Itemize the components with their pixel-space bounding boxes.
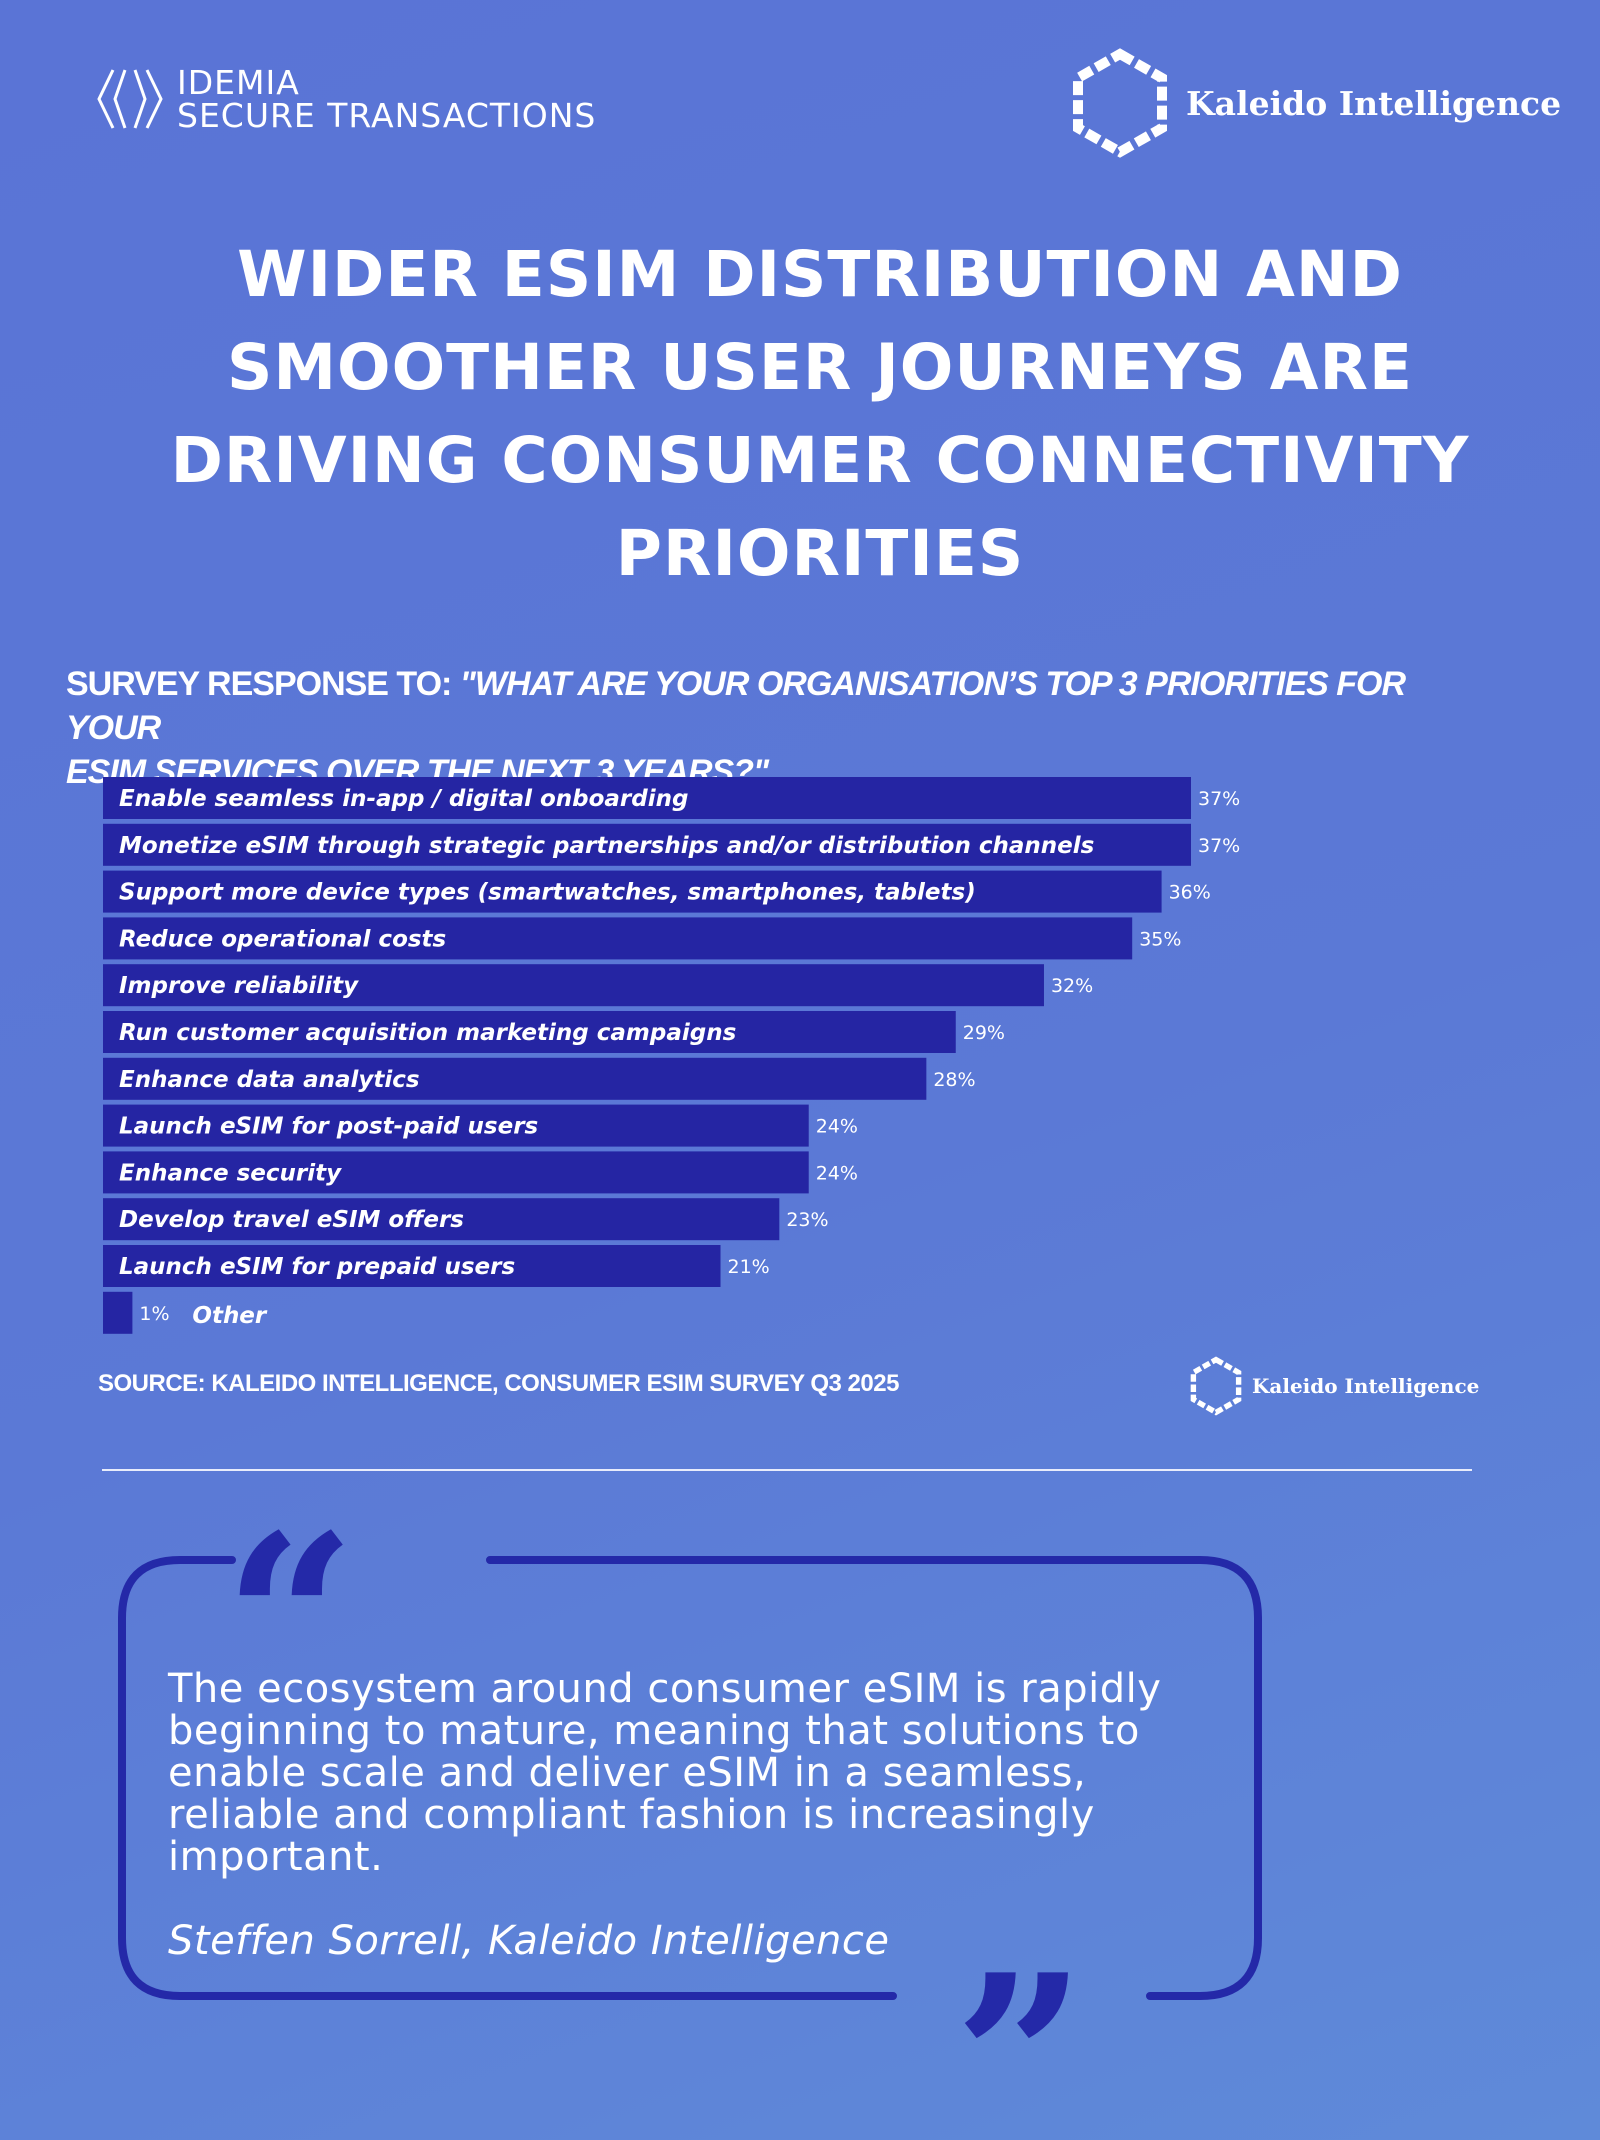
idemia-logo: IDEMIA SECURE TRANSACTIONS [95,66,596,132]
category-label-11: Other [192,1303,268,1329]
category-label-7: Launch eSIM for post-paid users [119,1114,538,1140]
bar-10 [103,1245,721,1287]
bar-11 [103,1291,133,1334]
bar-2 [103,870,1162,913]
section-divider [102,1469,1472,1471]
value-label-3: 35% [1139,928,1181,950]
bar-6 [103,1057,927,1100]
title-line: WIDER ESIM DISTRIBUTION AND [237,238,1403,311]
question-text-line1: "WHAT ARE YOUR ORGANISATION’S TOP 3 PRIO… [66,665,1406,747]
value-label-11: 1% [139,1303,169,1325]
category-label-6: Enhance data analytics [119,1067,420,1093]
quote-frame-left-edge [118,1556,897,2000]
value-label-2: 36% [1169,882,1211,904]
bar-3 [103,917,1133,960]
kaleido-hexagon-icon [1190,1356,1242,1416]
quote-line: reliable and compliant fashion is increa… [168,1792,1095,1838]
quote-line: The ecosystem around consumer eSIM is ra… [168,1666,1162,1712]
bar-1 [103,823,1191,866]
quote-line: beginning to mature, meaning that soluti… [168,1708,1140,1754]
idemia-bracket-icon [97,69,163,129]
bar-5 [103,1011,956,1053]
quote-text: The ecosystem around consumer eSIM is ra… [168,1668,1268,1878]
bar-8 [103,1151,809,1194]
open-quote-icon: “ [224,1485,356,1755]
value-label-0: 37% [1198,788,1240,810]
category-label-3: Reduce operational costs [119,926,446,952]
title-line: SMOOTHER USER JOURNEYS ARE [226,331,1414,404]
quote-line: important. [168,1834,384,1880]
title-line: DRIVING CONSUMER CONNECTIVITY [170,424,1470,497]
category-label-10: Launch eSIM for prepaid users [119,1254,515,1280]
idemia-wordmark: IDEMIA SECURE TRANSACTIONS [177,66,596,132]
kaleido-hexagon-icon [1073,48,1167,158]
bar-4 [103,964,1044,1007]
value-label-7: 24% [816,1116,858,1138]
value-label-1: 37% [1198,835,1240,857]
category-label-5: Run customer acquisition marketing campa… [119,1020,736,1046]
kaleido-name: Kaleido Intelligence [1186,83,1562,123]
category-label-0: Enable seamless in-app / digital onboard… [119,786,688,812]
quote-line: enable scale and deliver eSIM in a seaml… [168,1750,1087,1796]
category-label-8: Enhance security [119,1160,342,1186]
kaleido-name-small: Kaleido Intelligence [1252,1374,1480,1398]
category-label-4: Improve reliability [119,973,359,999]
bar-0 [103,777,1191,819]
value-label-4: 32% [1051,975,1093,997]
page-title: WIDER ESIM DISTRIBUTION AND SMOOTHER USE… [80,228,1560,600]
value-label-6: 28% [933,1069,975,1091]
category-label-1: Monetize eSIM through strategic partners… [119,833,1094,859]
value-label-9: 23% [786,1209,828,1231]
question-prefix: SURVEY RESPONSE TO: [66,665,460,703]
close-quote-icon: ” [954,1925,1086,2140]
idemia-line2: SECURE TRANSACTIONS [177,96,597,135]
value-label-5: 29% [963,1022,1005,1044]
quote-frame-right-edge [486,1556,1262,2000]
category-label-9: Develop travel eSIM offers [119,1207,464,1233]
priorities-bar-chart: 37% Enable seamless in-app / digital onbo… [103,777,1240,1334]
source-note: SOURCE: KALEIDO INTELLIGENCE, CONSUMER E… [98,1370,899,1397]
bar-9 [103,1198,780,1241]
value-label-10: 21% [728,1256,770,1278]
bar-7 [103,1104,809,1147]
kaleido-logo-top: Kaleido Intelligence [1068,48,1561,158]
title-line: PRIORITIES [615,517,1025,590]
category-label-2: Support more device types (smartwatches,… [119,880,976,906]
quote-author: Steffen Sorrell, Kaleido Intelligence [168,1918,890,1964]
value-label-8: 24% [816,1162,858,1184]
idemia-line1: IDEMIA [177,63,300,102]
kaleido-logo-bottom: Kaleido Intelligence [1188,1356,1479,1416]
